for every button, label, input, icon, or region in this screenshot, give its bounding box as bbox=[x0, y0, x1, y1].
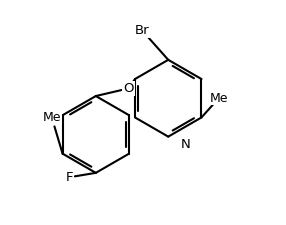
Text: F: F bbox=[66, 171, 73, 184]
Text: N: N bbox=[181, 138, 191, 151]
Text: Me: Me bbox=[209, 92, 228, 105]
Text: Br: Br bbox=[135, 24, 149, 37]
Text: O: O bbox=[124, 82, 134, 95]
Text: Me: Me bbox=[43, 111, 61, 124]
